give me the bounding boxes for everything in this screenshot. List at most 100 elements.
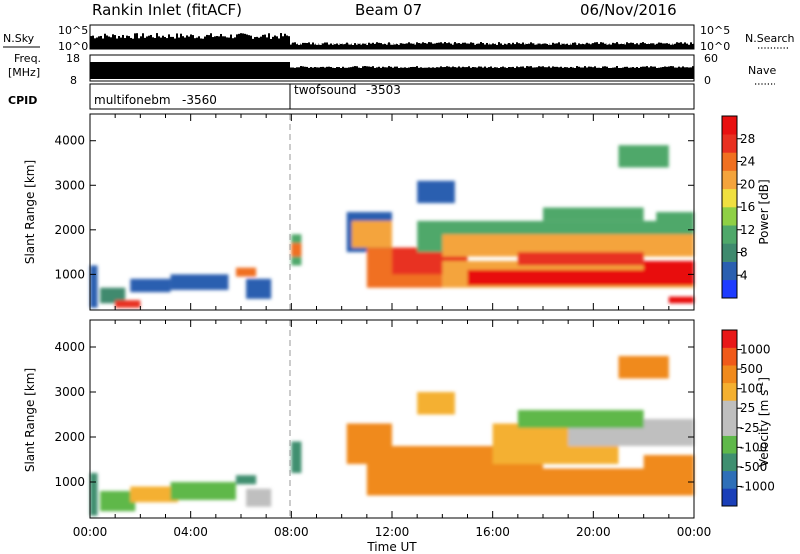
nave-bar (454, 67, 456, 79)
nsky-bar (608, 44, 610, 49)
nave-bar (502, 66, 504, 79)
nave-tick-top: 60 (704, 52, 718, 65)
nave-bar (506, 67, 508, 79)
nsky-bar (358, 43, 360, 49)
power-y-axis-label: Slant Range [km] (23, 160, 37, 264)
nsky-bar (302, 42, 304, 49)
velocity-y-axis-label: Slant Range [km] (23, 368, 37, 472)
nsky-bar (232, 38, 234, 49)
nave-bar (424, 67, 426, 79)
nsky-bar (496, 44, 498, 49)
nsky-bar (588, 43, 590, 49)
colorbar-tick-label: 24 (740, 155, 755, 169)
nsky-bar (262, 34, 264, 49)
nsky-bar (350, 44, 352, 49)
nsky-bar (658, 42, 660, 49)
nsky-bar (266, 37, 268, 49)
colorbar-segment (722, 134, 737, 153)
nave-bar (572, 67, 574, 79)
nsky-bar (298, 44, 300, 49)
nsky-bar (158, 36, 160, 49)
colorbar-segment (722, 116, 737, 135)
nsky-bar (360, 44, 362, 49)
nsky-bar (240, 33, 242, 49)
nsky-bar (478, 43, 480, 49)
freq-tick-top: 18 (66, 52, 80, 65)
scatter-cell (115, 300, 141, 308)
nsky-bar (224, 36, 226, 49)
nsky-bar (304, 42, 306, 49)
nsky-bar (138, 38, 140, 49)
power-y-axis: 1000 2000 3000 4000 (54, 134, 694, 281)
nsky-bar (662, 43, 664, 49)
nave-bar (440, 66, 442, 79)
nsky-bar (110, 37, 112, 49)
nsky-bar (490, 44, 492, 49)
nsky-bar (272, 36, 274, 49)
scatter-cell (90, 473, 98, 516)
scatter-cell (517, 252, 644, 266)
nsky-bar (106, 35, 108, 49)
nsky-bar (674, 43, 676, 49)
nsky-bar (444, 42, 446, 49)
nsky-bar (572, 42, 574, 49)
nave-bar (582, 67, 584, 79)
power-heatmap (90, 145, 694, 308)
nave-bar (436, 67, 438, 79)
nave-bar (684, 67, 686, 79)
nave-bar (538, 66, 540, 79)
nsky-bar (386, 44, 388, 49)
nsky-bar (136, 33, 138, 49)
nave-bar (344, 67, 346, 79)
nave-bar (532, 67, 534, 79)
nsky-bar (176, 33, 178, 49)
nave-bar (416, 66, 418, 79)
nave-bar (332, 67, 334, 79)
nsky-bar (508, 43, 510, 49)
nave-bar (304, 66, 306, 79)
nave-bar (646, 66, 648, 79)
colorbar-tick-label: -100 (740, 440, 767, 454)
nave-bar (362, 66, 364, 79)
nave-bar (690, 67, 692, 79)
nave-bar (336, 67, 338, 79)
nsky-bar (382, 44, 384, 49)
nave-bar (486, 67, 488, 79)
nsky-bar (326, 42, 328, 49)
nave-bar (608, 67, 610, 79)
scatter-cell (170, 274, 229, 290)
nave-bar (688, 67, 690, 79)
nave-bar (442, 67, 444, 79)
colorbar-segment (722, 488, 737, 507)
colorbar-tick-label: 12 (740, 223, 755, 237)
nsky-bar (482, 43, 484, 49)
nave-bar (318, 67, 320, 79)
nsky-bar (396, 44, 398, 49)
y-tick-label: 1000 (54, 267, 85, 281)
nsky-bar (148, 35, 150, 49)
nsky-bar (580, 44, 582, 49)
nsky-bar (364, 43, 366, 49)
nave-bar (588, 66, 590, 79)
nave-bar (624, 66, 626, 79)
nsky-bar (340, 43, 342, 49)
nsky-bar (448, 42, 450, 49)
nave-bar (528, 66, 530, 79)
nsky-bar (462, 42, 464, 49)
nsky-bar (336, 43, 338, 49)
nave-bar (636, 67, 638, 79)
nsky-bar (282, 36, 284, 49)
nave-bar (482, 67, 484, 79)
nsky-bar (90, 36, 92, 49)
nsky-bar (154, 37, 156, 49)
nsky-bar (422, 42, 424, 49)
nave-bar (596, 67, 598, 79)
nsearch-label: N.Search (745, 32, 795, 45)
nsky-bar (92, 35, 94, 49)
nave-bar (542, 66, 544, 79)
nsky-bar (638, 44, 640, 49)
power-panel: 1000 2000 3000 4000 Slant Range [km] (23, 113, 695, 311)
nave-bar (300, 66, 302, 79)
nave-bar (320, 66, 322, 79)
x-tick-label: 20:00 (576, 525, 611, 539)
